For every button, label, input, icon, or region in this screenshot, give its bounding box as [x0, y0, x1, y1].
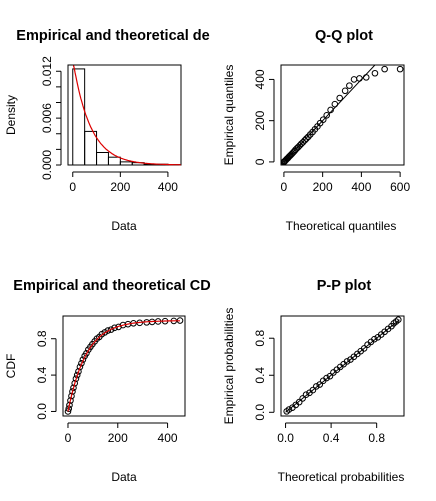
histogram-bar	[84, 130, 98, 166]
qq-point	[350, 76, 358, 83]
ecdf-point	[111, 324, 118, 332]
qq-point	[396, 65, 404, 73]
x-tick-label: 0.0	[277, 431, 294, 445]
x-tick-label: 200	[108, 431, 128, 445]
y-tick-label: 0.012	[40, 56, 54, 86]
theoretical-cdf-curve	[67, 320, 180, 412]
x-tick-label: 0	[65, 431, 72, 445]
pp-point	[360, 345, 368, 352]
pp-point	[299, 395, 306, 402]
histogram-bar	[107, 156, 121, 166]
pp-point	[313, 383, 320, 390]
qq-point	[303, 135, 310, 142]
histogram-bar	[72, 68, 86, 166]
pp-point	[395, 316, 402, 324]
qq-point	[331, 100, 339, 108]
x-tick-label: 200	[313, 180, 333, 194]
x-tick-label: 0.8	[368, 431, 385, 445]
x-axis-label: Data	[111, 219, 137, 233]
ecdf-point	[83, 349, 90, 357]
chart-title: Q-Q plot	[315, 28, 373, 44]
y-tick-label: 0.000	[40, 150, 54, 180]
ecdf-point	[68, 392, 75, 400]
y-tick-label: 0.4	[35, 366, 49, 383]
pp-point	[285, 406, 293, 413]
pp-plot-panel: P-P plot Theoretical probabilities Empiric…	[222, 278, 405, 484]
y-tick-label: 0.8	[253, 330, 267, 347]
chart-title: P-P plot	[317, 278, 372, 294]
y-axis-label: Density	[4, 95, 18, 135]
x-tick-label: 400	[158, 431, 178, 445]
x-tick-label: 400	[351, 180, 371, 194]
ecdf-point	[104, 327, 112, 334]
chart-title: Empirical and theoretical CD	[13, 278, 210, 294]
ecdf-point	[70, 384, 77, 392]
pp-point	[371, 335, 378, 343]
x-tick-label: 600	[390, 180, 410, 194]
pp-point	[326, 372, 334, 380]
y-tick-label: 0.0	[253, 404, 267, 421]
y-axis-label: Empirical quantiles	[222, 65, 236, 166]
chart-title: Empirical and theoretical de	[16, 28, 209, 44]
qq-point	[362, 74, 370, 81]
qq-point	[346, 82, 353, 89]
y-tick-label: 0.0	[35, 403, 49, 420]
qq-point	[327, 106, 334, 114]
y-tick-label: 0.8	[35, 330, 49, 347]
x-axis-label: Theoretical quantiles	[286, 219, 397, 233]
qq-point	[356, 75, 363, 82]
theoretical-density-curve	[73, 65, 181, 166]
histogram-bar	[96, 152, 109, 166]
plot-frame	[280, 315, 405, 417]
ecdf-point	[72, 375, 80, 383]
ecdf-point	[107, 326, 115, 333]
x-tick-label: 200	[110, 180, 130, 194]
density-histogram-panel: Empirical and theoretical de Data Density 0…	[4, 28, 210, 233]
qq-plot-panel: Q-Q plot Theoretical quantiles Empirical q…	[222, 28, 410, 233]
x-tick-label: 0	[69, 180, 76, 194]
y-tick-label: 200	[253, 110, 267, 130]
y-tick-label: 0.4	[253, 367, 267, 384]
pp-point	[316, 381, 324, 388]
y-axis-label: Empirical probabilities	[222, 308, 236, 425]
qq-point	[301, 137, 308, 144]
x-tick-label: 0.4	[323, 431, 340, 445]
x-axis-label: Data	[111, 470, 137, 484]
qq-point	[298, 140, 305, 148]
qq-point	[341, 87, 349, 95]
ecdf-point	[75, 368, 82, 375]
ecdf-point	[73, 371, 81, 379]
plot-frame	[280, 64, 405, 166]
y-tick-label: 400	[253, 69, 267, 89]
ecdf-point	[71, 379, 79, 387]
qq-point	[381, 65, 388, 73]
x-tick-label: 400	[158, 180, 178, 194]
pp-point	[302, 391, 310, 399]
x-axis-label: Theoretical probabilities	[278, 470, 405, 484]
pp-point	[343, 358, 351, 365]
y-axis-label: CDF	[4, 354, 18, 379]
pp-point	[309, 386, 317, 394]
pp-point	[323, 374, 330, 382]
pp-point	[295, 398, 303, 406]
cdf-plot-panel: Empirical and theoretical CD Data CDF 0 200 4…	[4, 278, 211, 484]
qq-point	[371, 69, 379, 77]
ecdf-point	[78, 359, 85, 367]
x-tick-label: 0	[281, 180, 288, 194]
qq-point	[319, 116, 327, 123]
y-tick-label: 0	[253, 158, 267, 165]
plot-frame	[62, 315, 186, 417]
y-tick-label: 0.006	[40, 103, 54, 133]
qq-point	[323, 112, 331, 119]
qq-point	[299, 139, 307, 146]
qq-point	[336, 94, 343, 102]
